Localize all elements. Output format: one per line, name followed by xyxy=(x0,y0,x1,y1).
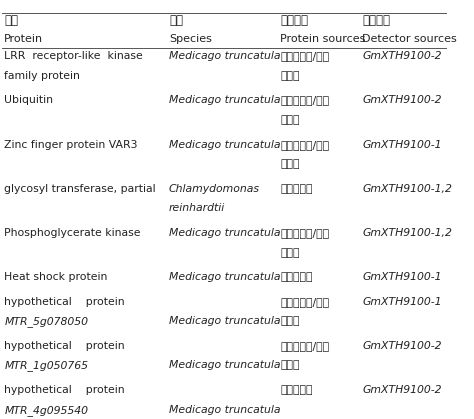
Text: 浆蛋白: 浆蛋白 xyxy=(280,316,300,326)
Text: 物种: 物种 xyxy=(169,14,183,27)
Text: Medicago truncatula: Medicago truncatula xyxy=(169,140,281,150)
Text: family protein: family protein xyxy=(4,71,80,81)
Text: Phosphoglycerate kinase: Phosphoglycerate kinase xyxy=(4,228,141,238)
Text: 浆蛋白: 浆蛋白 xyxy=(280,360,300,370)
Text: hypothetical    protein: hypothetical protein xyxy=(4,297,125,307)
Text: GmXTH9100-1,2: GmXTH9100-1,2 xyxy=(363,184,452,194)
Text: MTR_4g095540: MTR_4g095540 xyxy=(4,405,88,416)
Text: MTR_1g050765: MTR_1g050765 xyxy=(4,360,88,371)
Text: Chlamydomonas: Chlamydomonas xyxy=(169,184,260,194)
Text: 蛋白来源: 蛋白来源 xyxy=(280,14,308,27)
Text: glycosyl transferase, partial: glycosyl transferase, partial xyxy=(4,184,156,194)
Text: Medicago truncatula: Medicago truncatula xyxy=(169,272,281,282)
Text: hypothetical    protein: hypothetical protein xyxy=(4,385,125,395)
Text: Ubiquitin: Ubiquitin xyxy=(4,96,53,105)
Text: 浆蛋白: 浆蛋白 xyxy=(280,248,300,258)
Text: Medicago truncatula: Medicago truncatula xyxy=(169,228,281,238)
Text: Medicago truncatula: Medicago truncatula xyxy=(169,405,281,415)
Text: MTR_5g078050: MTR_5g078050 xyxy=(4,316,88,327)
Text: GmXTH9100-2: GmXTH9100-2 xyxy=(363,385,442,395)
Text: 浆蛋白: 浆蛋白 xyxy=(280,159,300,169)
Text: 蛋白: 蛋白 xyxy=(4,14,18,27)
Text: 细胞核蛋白/细胞: 细胞核蛋白/细胞 xyxy=(280,228,329,238)
Text: Medicago truncatula: Medicago truncatula xyxy=(169,51,281,61)
Text: Detector sources: Detector sources xyxy=(363,34,457,44)
Text: GmXTH9100-2: GmXTH9100-2 xyxy=(363,51,442,61)
Text: LRR  receptor-like  kinase: LRR receptor-like kinase xyxy=(4,51,143,61)
Text: 细胞核蛋白/细胞: 细胞核蛋白/细胞 xyxy=(280,51,329,61)
Text: 细胞核蛋白: 细胞核蛋白 xyxy=(280,184,313,194)
Text: Species: Species xyxy=(169,34,212,44)
Text: GmXTH9100-2: GmXTH9100-2 xyxy=(363,96,442,105)
Text: Medicago truncatula: Medicago truncatula xyxy=(169,316,281,326)
Text: 细胞核蛋白/细胞: 细胞核蛋白/细胞 xyxy=(280,341,329,351)
Text: 探针来源: 探针来源 xyxy=(363,14,391,27)
Text: Medicago truncatula: Medicago truncatula xyxy=(169,360,281,370)
Text: 细胞核蛋白/细胞: 细胞核蛋白/细胞 xyxy=(280,96,329,105)
Text: Heat shock protein: Heat shock protein xyxy=(4,272,108,282)
Text: GmXTH9100-2: GmXTH9100-2 xyxy=(363,341,442,351)
Text: 浆蛋白: 浆蛋白 xyxy=(280,115,300,125)
Text: 细胞核蛋白/细胞: 细胞核蛋白/细胞 xyxy=(280,297,329,307)
Text: reinhardtii: reinhardtii xyxy=(169,203,225,213)
Text: Protein sources: Protein sources xyxy=(280,34,365,44)
Text: Medicago truncatula: Medicago truncatula xyxy=(169,96,281,105)
Text: 细胞核蛋白/细胞: 细胞核蛋白/细胞 xyxy=(280,140,329,150)
Text: Zinc finger protein VAR3: Zinc finger protein VAR3 xyxy=(4,140,138,150)
Text: 细胞核蛋白: 细胞核蛋白 xyxy=(280,272,313,282)
Text: GmXTH9100-1: GmXTH9100-1 xyxy=(363,140,442,150)
Text: GmXTH9100-1: GmXTH9100-1 xyxy=(363,297,442,307)
Text: GmXTH9100-1,2: GmXTH9100-1,2 xyxy=(363,228,452,238)
Text: 细胞核蛋白: 细胞核蛋白 xyxy=(280,385,313,395)
Text: 浆蛋白: 浆蛋白 xyxy=(280,71,300,81)
Text: GmXTH9100-1: GmXTH9100-1 xyxy=(363,272,442,282)
Text: Protein: Protein xyxy=(4,34,44,44)
Text: hypothetical    protein: hypothetical protein xyxy=(4,341,125,351)
